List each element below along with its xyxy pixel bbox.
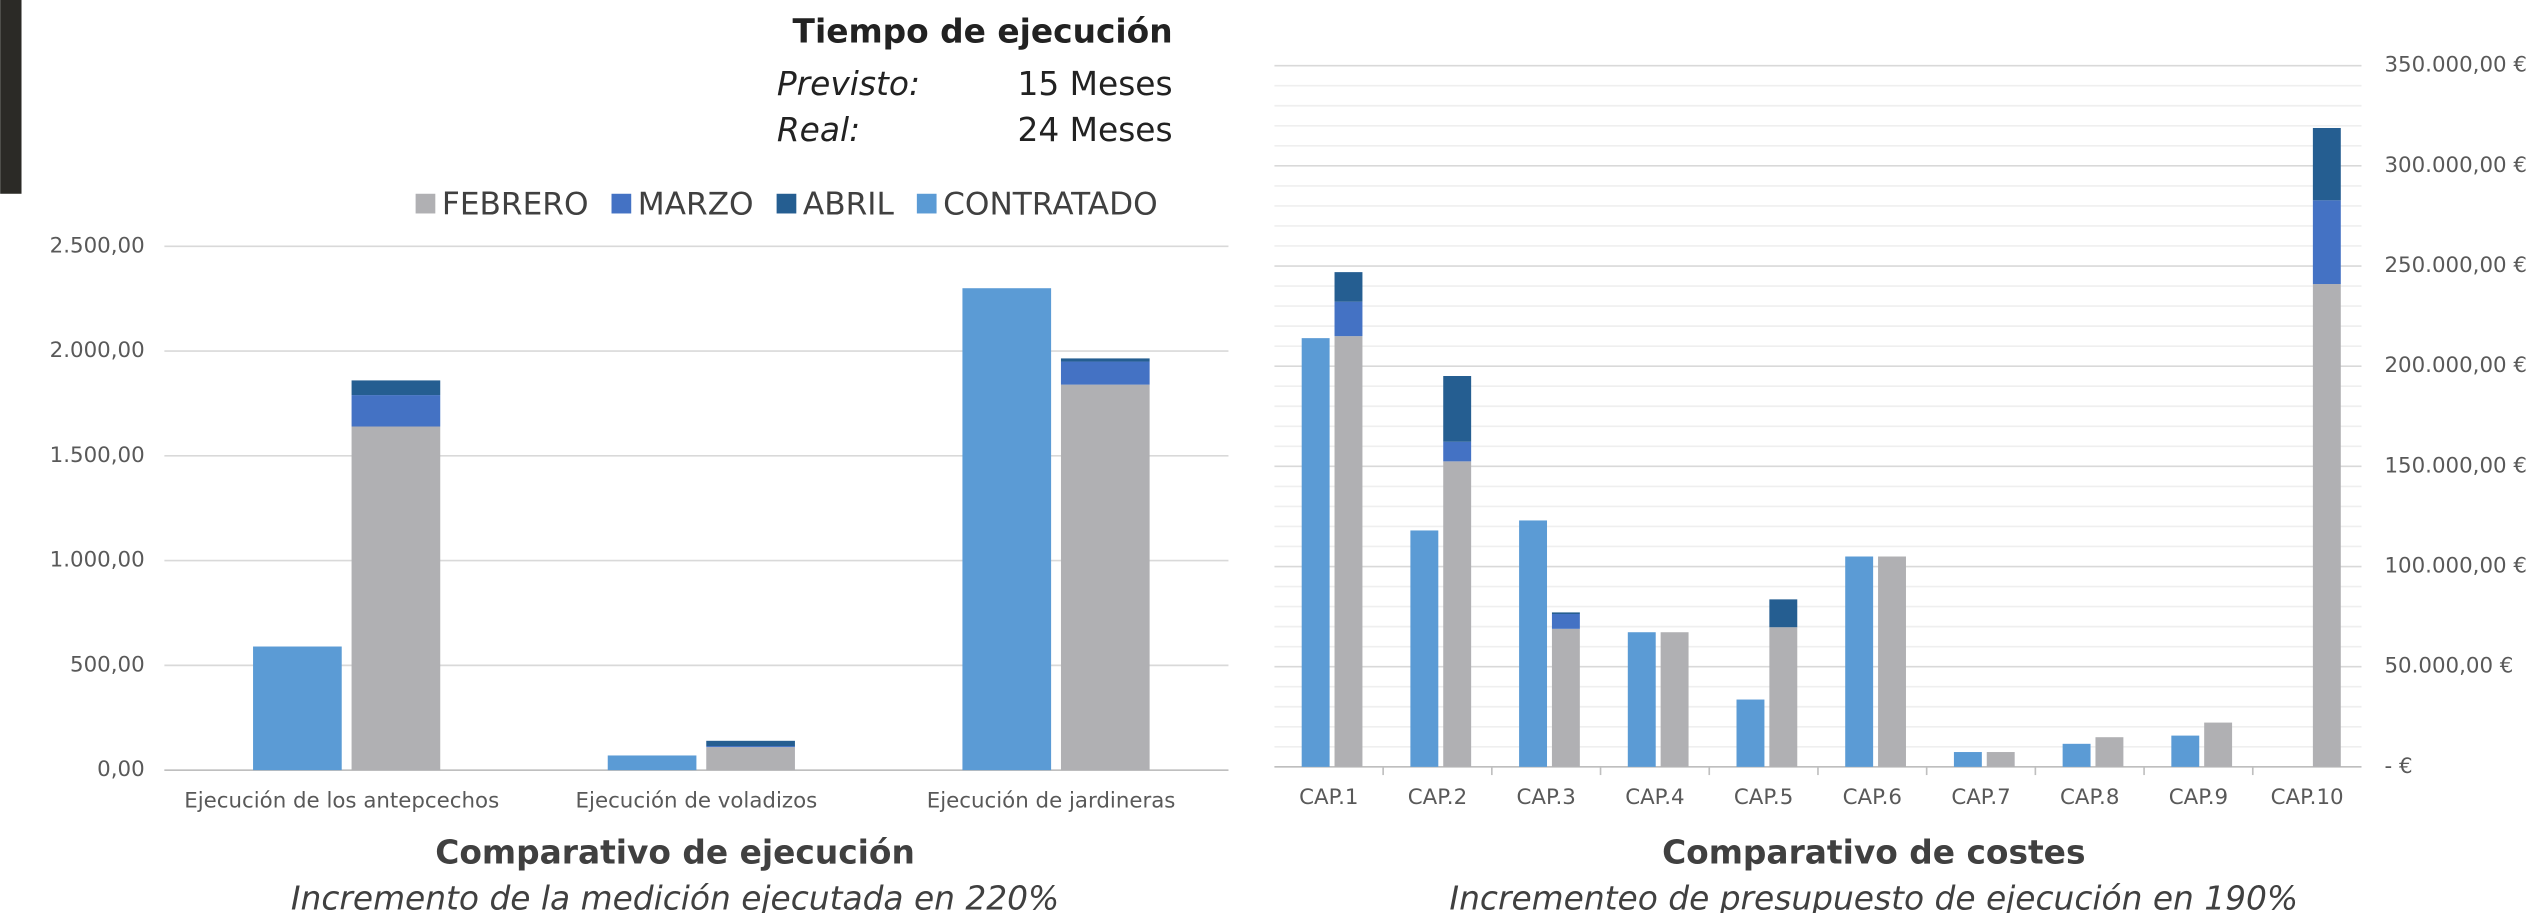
y-tick-label: 500,00 bbox=[70, 652, 145, 677]
bar bbox=[1628, 632, 1656, 767]
bar bbox=[1302, 338, 1330, 767]
y-tick-label: 50.000,00 € bbox=[2384, 654, 2513, 679]
bar-segment bbox=[2313, 128, 2341, 200]
bar bbox=[2171, 736, 2199, 767]
legend-swatch bbox=[416, 194, 436, 214]
bar-segment bbox=[2204, 723, 2232, 767]
bar-segment bbox=[352, 395, 441, 426]
bar-segment bbox=[1335, 272, 1363, 302]
header-label: Real: bbox=[777, 111, 860, 149]
x-tick-label: CAP.4 bbox=[1625, 785, 1684, 810]
x-tick-label: Ejecución de jardineras bbox=[927, 788, 1176, 813]
header-label: Previsto: bbox=[777, 65, 920, 103]
y-tick-label: 100.000,00 € bbox=[2384, 554, 2526, 579]
y-tick-label: 250.000,00 € bbox=[2384, 253, 2526, 278]
legend-label: ABRIL bbox=[803, 186, 895, 222]
bar-segment bbox=[1769, 627, 1797, 767]
bar bbox=[253, 647, 342, 771]
y-tick-label: 350.000,00 € bbox=[2384, 53, 2526, 78]
header-title: Tiempo de ejecución bbox=[793, 12, 1173, 50]
x-tick-label: CAP.6 bbox=[1843, 785, 1902, 810]
x-tick-label: CAP.7 bbox=[1951, 785, 2010, 810]
x-tick-label: CAP.1 bbox=[1299, 785, 1358, 810]
bar bbox=[1519, 520, 1547, 766]
bar-segment bbox=[1987, 752, 2015, 767]
x-tick-label: Ejecución de los antepcechos bbox=[184, 788, 499, 813]
bar-segment bbox=[2095, 737, 2123, 767]
legend-label: MARZO bbox=[638, 186, 754, 222]
bar-segment bbox=[352, 380, 441, 395]
legend-swatch bbox=[917, 194, 937, 214]
bar-segment bbox=[1335, 302, 1363, 336]
bar-segment bbox=[2313, 200, 2341, 284]
page: Tiempo de ejecución Previsto: 15 Meses R… bbox=[0, 0, 2539, 913]
chart-title: Comparativo de ejecución bbox=[435, 833, 915, 871]
bar bbox=[1410, 530, 1438, 766]
legend-swatch bbox=[612, 194, 632, 214]
bar-segment bbox=[2313, 284, 2341, 767]
bar-segment bbox=[1443, 376, 1471, 442]
bar-segment bbox=[1443, 461, 1471, 767]
bar-segment bbox=[706, 741, 795, 746]
bar bbox=[962, 288, 1051, 770]
bar-segment bbox=[352, 427, 441, 771]
chart-subtitle: Incrementeo de presupuesto de ejecución … bbox=[1449, 879, 2298, 913]
photo-fragment bbox=[0, 0, 21, 194]
x-tick-label: CAP.5 bbox=[1734, 785, 1793, 810]
y-tick-label: 300.000,00 € bbox=[2384, 153, 2526, 178]
bar-segment bbox=[1335, 336, 1363, 767]
bar-segment bbox=[1661, 632, 1689, 767]
y-tick-label: - € bbox=[2384, 754, 2412, 779]
bar-segment bbox=[1552, 612, 1580, 614]
bar-segment bbox=[1552, 629, 1580, 767]
bar-segment bbox=[706, 746, 795, 747]
y-tick-label: 2.500,00 bbox=[50, 233, 145, 258]
bar-segment bbox=[1061, 385, 1150, 771]
legend-label: FEBRERO bbox=[442, 186, 589, 222]
y-tick-label: 1.000,00 bbox=[50, 548, 145, 573]
x-tick-label: CAP.8 bbox=[2060, 785, 2119, 810]
x-tick-label: CAP.9 bbox=[2169, 785, 2228, 810]
bar bbox=[2063, 744, 2091, 767]
y-tick-label: 0,00 bbox=[97, 757, 145, 782]
bar-segment bbox=[1769, 599, 1797, 627]
chart-title: Comparativo de costes bbox=[1662, 833, 2085, 871]
legend-label: CONTRATADO bbox=[943, 186, 1158, 222]
y-tick-label: 200.000,00 € bbox=[2384, 353, 2526, 378]
bar-segment bbox=[1552, 614, 1580, 629]
bar-segment bbox=[1878, 557, 1906, 767]
y-tick-label: 2.000,00 bbox=[50, 338, 145, 363]
bar-segment bbox=[1443, 442, 1471, 462]
bar-segment bbox=[1061, 362, 1150, 385]
y-tick-label: 150.000,00 € bbox=[2384, 453, 2526, 478]
legend-swatch bbox=[777, 194, 797, 214]
x-tick-label: CAP.3 bbox=[1517, 785, 1576, 810]
header-value: 15 Meses bbox=[1017, 65, 1172, 103]
chart-subtitle: Incremento de la medición ejecutada en 2… bbox=[291, 879, 1059, 913]
x-tick-label: Ejecución de voladizos bbox=[576, 788, 818, 813]
y-tick-label: 1.500,00 bbox=[50, 443, 145, 468]
bar-segment bbox=[706, 747, 795, 770]
bar bbox=[1737, 700, 1765, 767]
bar bbox=[608, 755, 697, 770]
x-tick-label: CAP.2 bbox=[1408, 785, 1467, 810]
x-tick-label: CAP.10 bbox=[2271, 785, 2344, 810]
bar bbox=[1845, 557, 1873, 767]
bar-segment bbox=[1061, 358, 1150, 361]
bar bbox=[1954, 752, 1982, 767]
header-value: 24 Meses bbox=[1017, 111, 1172, 149]
